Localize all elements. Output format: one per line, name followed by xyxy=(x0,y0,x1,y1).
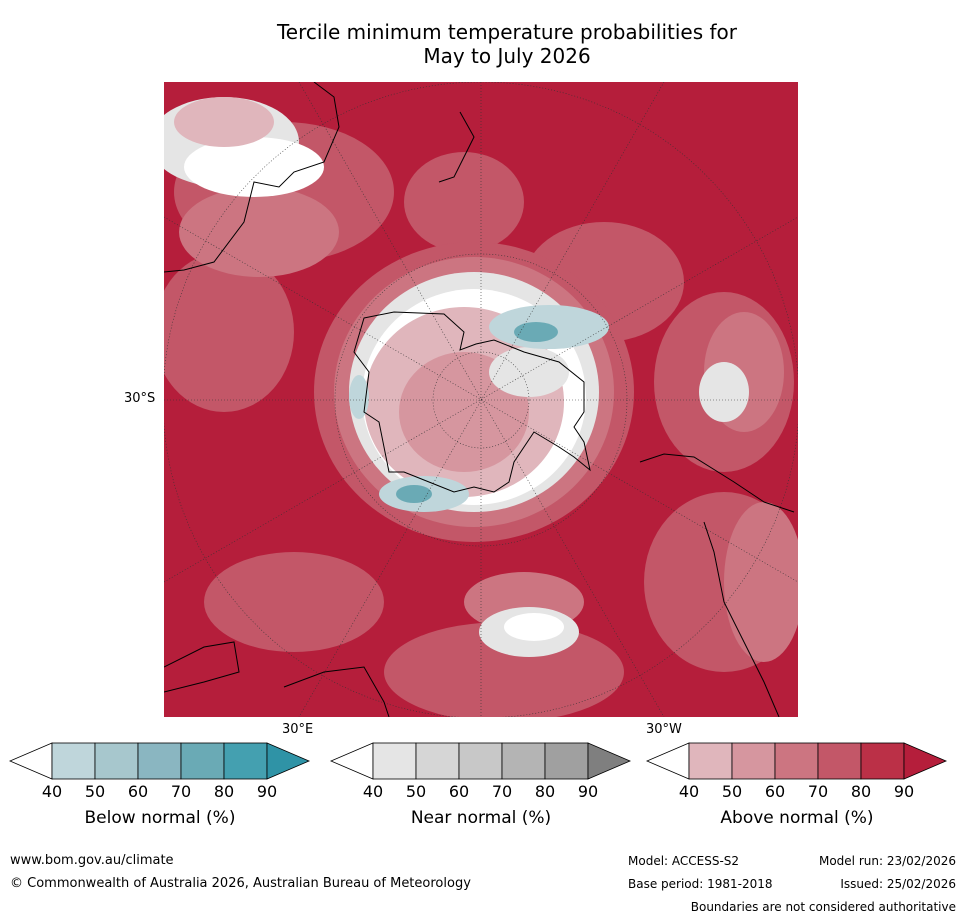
colorbar-tick-label: 90 xyxy=(256,782,278,801)
map-canvas xyxy=(164,82,798,717)
colorbar-tick-label: 50 xyxy=(405,782,427,801)
colorbar-tick-label: 80 xyxy=(534,782,556,801)
colorbar-near-normal-label: Near normal (%) xyxy=(410,808,552,828)
colorbar-extend-high xyxy=(903,742,948,780)
colorbar-extend-high xyxy=(266,742,311,780)
australia-coastline xyxy=(164,82,340,273)
south-america-coastline-north xyxy=(639,453,795,513)
madagascar-coastline xyxy=(283,666,390,717)
new-zealand-coastline xyxy=(438,111,475,183)
probability-map[interactable] xyxy=(164,82,798,717)
base-period: Base period: 1981-2018 xyxy=(628,877,773,891)
south-america-coastline-south xyxy=(703,521,780,717)
colorbar-segment xyxy=(51,742,96,780)
model-name: Model: ACCESS-S2 xyxy=(628,854,740,868)
map-title: Tercile minimum temperature probabilitie… xyxy=(0,20,965,68)
colorbar-tick-label: 70 xyxy=(807,782,829,801)
colorbar-tick-label: 80 xyxy=(213,782,235,801)
colorbar-tick-label: 70 xyxy=(170,782,192,801)
colorbar-above-normal-graphic xyxy=(645,742,948,780)
colorbar-segment xyxy=(817,742,862,780)
colorbar-extend-low xyxy=(8,742,53,780)
colorbar-tick-label: 60 xyxy=(448,782,470,801)
colorbar-below-normal xyxy=(8,742,311,780)
colorbar-segment xyxy=(372,742,417,780)
colorbar-segment xyxy=(860,742,905,780)
colorbar-tick-label: 90 xyxy=(893,782,915,801)
colorbar-extend-high xyxy=(587,742,632,780)
title-line-1: Tercile minimum temperature probabilitie… xyxy=(276,20,738,44)
colorbar-segment xyxy=(415,742,460,780)
colorbar-segment xyxy=(137,742,182,780)
colorbar-segment xyxy=(544,742,589,780)
issued-date: Issued: 25/02/2026 xyxy=(840,877,956,891)
southern-africa-coastline xyxy=(164,641,240,693)
colorbar-above-normal xyxy=(645,742,948,780)
colorbar-above-normal-label: Above normal (%) xyxy=(720,808,874,828)
lon-label-30e: 30°E xyxy=(282,722,314,737)
colorbar-tick-label: 60 xyxy=(764,782,786,801)
boundaries-note: Boundaries are not considered authoritat… xyxy=(690,900,956,914)
colorbar-tick-label: 80 xyxy=(850,782,872,801)
website-link[interactable]: www.bom.gov.au/climate xyxy=(10,853,174,868)
colorbar-below-normal-graphic xyxy=(8,742,311,780)
model-run-date: Model run: 23/02/2026 xyxy=(818,854,956,868)
below-normal-strong-patches xyxy=(396,322,558,503)
colorbar-below-normal-label: Below normal (%) xyxy=(84,808,236,828)
colorbar-tick-label: 40 xyxy=(41,782,63,801)
colorbar-segment xyxy=(688,742,733,780)
colorbar-segment xyxy=(94,742,139,780)
colorbar-tick-label: 90 xyxy=(577,782,599,801)
colorbar-segment xyxy=(180,742,225,780)
copyright-text: © Commonwealth of Australia 2026, Austra… xyxy=(10,876,471,891)
colorbar-near-normal-graphic xyxy=(329,742,632,780)
title-line-2: May to July 2026 xyxy=(423,44,591,68)
colorbar-tick-label: 60 xyxy=(127,782,149,801)
lon-label-30w: 30°W xyxy=(646,722,682,737)
antarctica-coastline xyxy=(353,311,591,493)
coastlines xyxy=(164,82,795,717)
colorbar-segment xyxy=(458,742,503,780)
colorbar-tick-label: 50 xyxy=(721,782,743,801)
colorbar-tick-label: 70 xyxy=(491,782,513,801)
colorbar-tick-label: 50 xyxy=(84,782,106,801)
graticule xyxy=(164,82,798,717)
colorbar-extend-low xyxy=(645,742,690,780)
colorbar-segment xyxy=(731,742,776,780)
colorbar-tick-label: 40 xyxy=(678,782,700,801)
near-normal-patch xyxy=(489,347,569,397)
colorbar-segment xyxy=(501,742,546,780)
colorbar-extend-low xyxy=(329,742,374,780)
colorbar-segment xyxy=(774,742,819,780)
colorbar-segment xyxy=(223,742,268,780)
colorbar-near-normal xyxy=(329,742,632,780)
colorbar-tick-label: 40 xyxy=(362,782,384,801)
lat-label-30s: 30°S xyxy=(124,391,156,406)
